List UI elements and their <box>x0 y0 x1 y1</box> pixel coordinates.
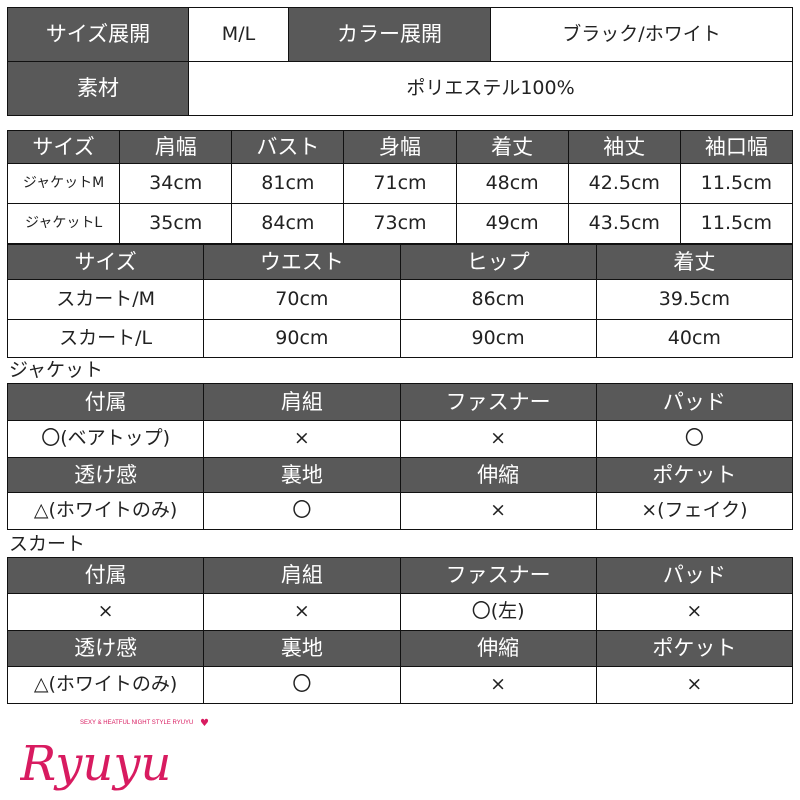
header-cell: 肩幅 <box>119 130 233 164</box>
svg-text:Ryuyu: Ryuyu <box>20 736 171 792</box>
table-cell: 84cm <box>231 203 345 244</box>
table-cell: スカート/M <box>6 279 205 320</box>
table-cell: 71cm <box>343 163 457 204</box>
header-cell: パッド <box>595 383 794 421</box>
table-cell: × <box>595 593 794 631</box>
table-cell: 81cm <box>231 163 345 204</box>
header-cell: 透け感 <box>6 630 205 667</box>
table-cell: 34cm <box>119 163 233 204</box>
table-cell: 70cm <box>203 279 401 320</box>
header-cell: ポケット <box>595 630 794 667</box>
skirt-section-title: スカート <box>9 533 86 555</box>
header-cell: ファスナー <box>399 557 597 594</box>
table-cell: 11.5cm <box>679 203 794 244</box>
jacket-size-table: サイズ 肩幅 バスト 身幅 着丈 袖丈 袖口幅 ジャケットM 34cm 81cm 71cm 48cm… <box>6 130 794 244</box>
table-cell: × <box>203 420 401 458</box>
table-cell: 〇 <box>203 666 401 704</box>
table-cell: スカート/L <box>6 319 205 358</box>
header-cell: ウエスト <box>203 244 401 280</box>
header-cell: 肩組 <box>203 383 401 421</box>
svg-text:SEXY & HEATFUL NIGHT STYLE RYU: SEXY & HEATFUL NIGHT STYLE RYUYU <box>80 720 193 726</box>
header-cell: 伸縮 <box>399 457 597 493</box>
header-cell: サイズ <box>6 244 205 280</box>
header-cell: ファスナー <box>399 383 597 421</box>
table-cell: × <box>203 593 401 631</box>
material-label: 素材 <box>7 61 189 116</box>
material-value: ポリエステル100% <box>188 61 793 116</box>
header-cell: 裏地 <box>203 630 401 667</box>
table-cell: 〇 <box>595 420 794 458</box>
jacket-details-table: 付属 肩組 ファスナー パッド 〇(ベアトップ) × × 〇透け感 裏地 伸縮 ポケット △(ホワイト… <box>6 383 794 530</box>
table-cell: 〇(ベアトップ) <box>6 420 205 458</box>
table-cell: 86cm <box>399 279 597 320</box>
header-cell: 付属 <box>6 383 205 421</box>
table-cell: × <box>595 666 794 704</box>
table-cell: 39.5cm <box>595 279 794 320</box>
header-cell: パッド <box>595 557 794 594</box>
header-cell: バスト <box>231 130 345 164</box>
header-cell: サイズ <box>6 130 121 164</box>
table-cell: ジャケットL <box>6 203 121 244</box>
table-cell: 43.5cm <box>567 203 681 244</box>
header-cell: ポケット <box>595 457 794 493</box>
table-cell: 49cm <box>455 203 569 244</box>
table-cell: × <box>6 593 205 631</box>
table-cell: × <box>399 420 597 458</box>
color-value: ブラック/ホワイト <box>490 7 793 62</box>
summary-table: サイズ展開 M/L カラー展開 ブラック/ホワイト 素材 ポリエステル100% <box>7 7 793 116</box>
svg-text:♥: ♥ <box>200 718 209 729</box>
header-cell: 付属 <box>6 557 205 594</box>
header-cell: 裏地 <box>203 457 401 493</box>
skirt-size-table: サイズ ウエスト ヒップ 着丈 スカート/M 70cm 86cm 39.5cm スカート/L… <box>6 244 794 358</box>
table-cell: ジャケットM <box>6 163 121 204</box>
header-cell: ヒップ <box>399 244 597 280</box>
size-label: サイズ展開 <box>7 7 189 62</box>
table-cell: △(ホワイトのみ) <box>6 492 205 530</box>
table-cell: 73cm <box>343 203 457 244</box>
table-cell: △(ホワイトのみ) <box>6 666 205 704</box>
table-cell: 〇(左) <box>399 593 597 631</box>
table-cell: 90cm <box>399 319 597 358</box>
header-cell: 肩組 <box>203 557 401 594</box>
jacket-section-title: ジャケット <box>9 359 104 381</box>
skirt-details-table: 付属 肩組 ファスナー パッド × × 〇(左) × 透け感 裏地 伸縮 ポケット △(ホワイトのみ) 〇… <box>6 557 794 704</box>
header-cell: 袖口幅 <box>679 130 794 164</box>
table-cell: 48cm <box>455 163 569 204</box>
table-cell: 40cm <box>595 319 794 358</box>
table-cell: 42.5cm <box>567 163 681 204</box>
header-cell: 袖丈 <box>567 130 681 164</box>
color-label: カラー展開 <box>288 7 491 62</box>
table-cell: 35cm <box>119 203 233 244</box>
table-cell: × <box>399 666 597 704</box>
table-cell: 〇 <box>203 492 401 530</box>
header-cell: 着丈 <box>455 130 569 164</box>
header-cell: 着丈 <box>595 244 794 280</box>
table-cell: 90cm <box>203 319 401 358</box>
header-cell: 透け感 <box>6 457 205 493</box>
table-cell: ×(フェイク) <box>595 492 794 530</box>
header-cell: 伸縮 <box>399 630 597 667</box>
ryuyu-logo: SEXY & HEATFUL NIGHT STYLE RYUYU ♥ Ryuyu <box>19 716 280 796</box>
table-cell: × <box>399 492 597 530</box>
header-cell: 身幅 <box>343 130 457 164</box>
size-value: M/L <box>188 7 289 62</box>
table-cell: 11.5cm <box>679 163 794 204</box>
